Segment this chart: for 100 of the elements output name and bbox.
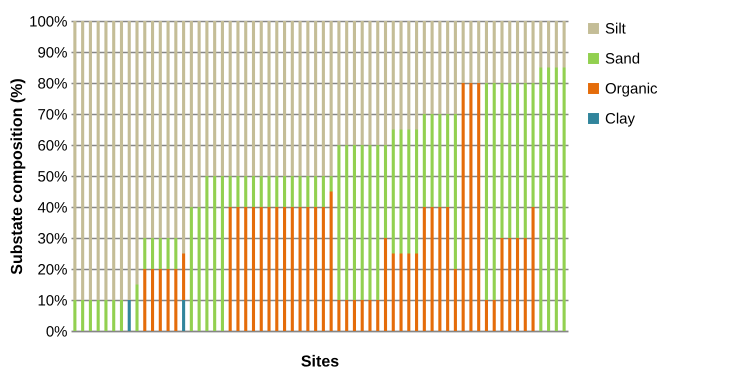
bar xyxy=(166,269,170,331)
bar xyxy=(158,269,162,331)
bar xyxy=(236,176,240,207)
bar xyxy=(547,21,550,68)
bar xyxy=(322,176,325,207)
bar xyxy=(352,21,356,145)
bar xyxy=(532,207,535,331)
y-tick-label: 0% xyxy=(46,324,68,340)
y-axis-title: Substate composition (%) xyxy=(9,78,26,275)
bar xyxy=(330,192,333,331)
bar xyxy=(407,21,410,130)
bar xyxy=(220,21,224,176)
y-tick-label: 30% xyxy=(37,230,68,248)
bar xyxy=(135,284,139,331)
bar xyxy=(128,300,131,331)
bar xyxy=(516,238,520,331)
bar xyxy=(508,21,512,83)
bar xyxy=(484,300,488,331)
bar xyxy=(306,207,310,331)
bar xyxy=(306,21,310,176)
bar xyxy=(104,21,108,300)
bar xyxy=(415,21,418,130)
bar xyxy=(275,176,278,207)
bar xyxy=(415,130,418,254)
bar xyxy=(174,269,178,331)
bar xyxy=(384,21,388,145)
bar xyxy=(384,238,388,331)
y-tick-label: 40% xyxy=(37,200,68,216)
bar xyxy=(205,21,208,176)
bar xyxy=(539,21,542,68)
bar xyxy=(562,68,566,331)
bar xyxy=(182,21,186,254)
bar xyxy=(492,83,496,300)
bar xyxy=(143,238,146,269)
bar xyxy=(345,21,348,145)
bar xyxy=(267,207,271,331)
bar xyxy=(166,238,170,269)
bar xyxy=(392,254,395,331)
bar xyxy=(539,68,542,331)
bar xyxy=(260,176,263,207)
bar xyxy=(81,21,84,300)
bar xyxy=(260,21,263,176)
y-tick-label: 20% xyxy=(37,262,68,278)
bar xyxy=(438,21,442,114)
bar xyxy=(96,21,100,300)
bar xyxy=(360,300,364,331)
bar xyxy=(213,176,216,331)
bar xyxy=(454,21,457,114)
bar xyxy=(484,83,488,300)
bar xyxy=(337,145,340,300)
bar xyxy=(438,207,442,331)
bar xyxy=(415,254,418,331)
bar xyxy=(298,21,302,176)
bar xyxy=(267,21,271,176)
bar xyxy=(283,207,286,331)
bar xyxy=(446,207,450,331)
bar xyxy=(422,114,426,207)
bar xyxy=(73,21,76,300)
bar xyxy=(407,254,410,331)
bar xyxy=(182,254,186,300)
bar xyxy=(198,207,201,331)
bar xyxy=(290,21,294,176)
bar xyxy=(228,176,232,207)
bar xyxy=(244,176,248,207)
bar xyxy=(290,176,294,207)
bar xyxy=(454,269,457,331)
bar xyxy=(422,21,426,114)
y-tick-label: 10% xyxy=(37,292,68,310)
bar xyxy=(547,68,550,331)
bar xyxy=(399,254,403,331)
bar xyxy=(469,21,472,83)
bar xyxy=(376,145,380,300)
bar xyxy=(337,21,340,145)
bar xyxy=(81,300,84,331)
bar xyxy=(360,145,364,300)
bar xyxy=(352,300,356,331)
bar xyxy=(314,207,318,331)
bar xyxy=(252,207,256,331)
bar xyxy=(352,145,356,300)
bar xyxy=(446,21,450,114)
bar xyxy=(462,21,465,83)
bar xyxy=(500,21,504,83)
bar xyxy=(150,238,154,269)
bar xyxy=(158,238,162,269)
bar xyxy=(283,176,286,207)
bar xyxy=(524,83,527,238)
bar xyxy=(345,300,348,331)
bar xyxy=(438,114,442,207)
bar xyxy=(112,300,116,331)
bar xyxy=(368,300,372,331)
bar xyxy=(524,21,527,83)
bar xyxy=(368,21,372,145)
bar xyxy=(236,207,240,331)
y-tick-label: 60% xyxy=(37,138,68,154)
bar xyxy=(376,300,380,331)
bar xyxy=(213,21,216,176)
bar xyxy=(275,21,278,176)
bar xyxy=(236,21,240,176)
bar xyxy=(430,21,434,114)
bar xyxy=(360,21,364,145)
